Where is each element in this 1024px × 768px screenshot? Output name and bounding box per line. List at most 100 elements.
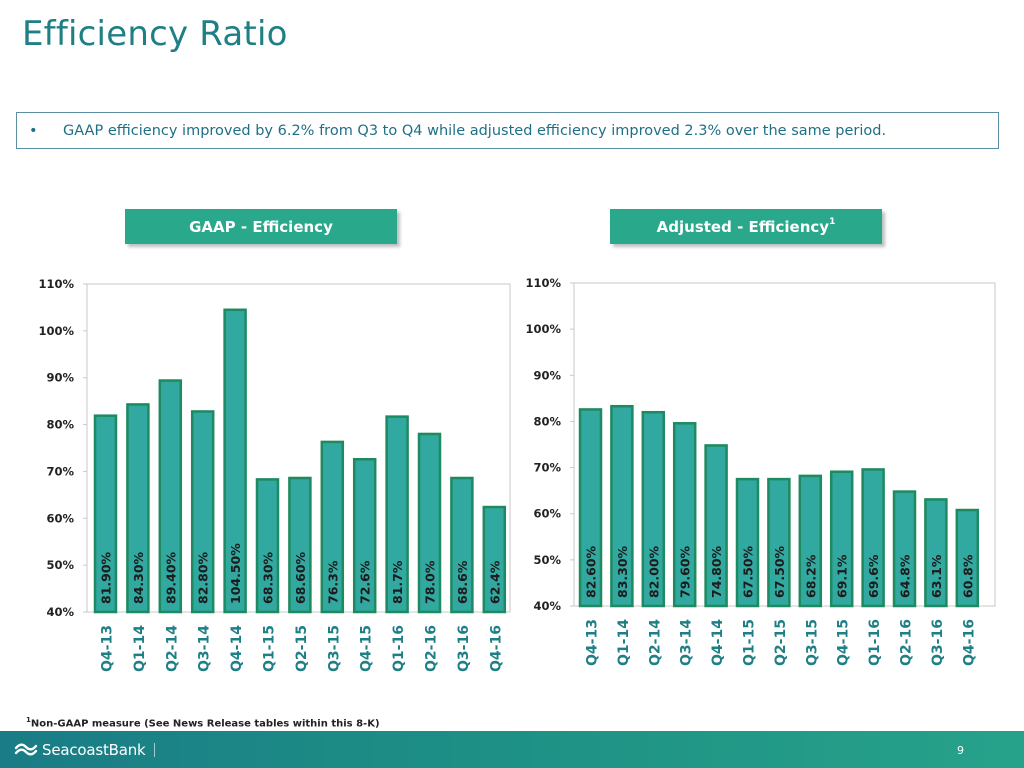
adjusted-bar — [924, 498, 948, 608]
adjusted-y-tick-label: 70% — [533, 461, 561, 475]
adjusted-data-label: 64.8% — [898, 554, 913, 598]
adjusted-category-label: Q2-16 — [899, 619, 915, 666]
gaap-chart-title: GAAP - Efficiency — [189, 217, 333, 236]
gaap-bar — [223, 308, 247, 614]
gaap-category-label: Q4-16 — [488, 625, 504, 672]
gaap-bar — [417, 432, 442, 614]
gaap-y-tick-label: 70% — [46, 464, 74, 478]
adjusted-bar — [955, 508, 980, 608]
adjusted-data-label: 83.30% — [615, 545, 630, 598]
gaap-bar — [255, 478, 280, 614]
summary-bullet: • GAAP efficiency improved by 6.2% from … — [16, 112, 999, 149]
gaap-bar — [352, 457, 377, 614]
adjusted-bar — [829, 470, 854, 608]
adjusted-category-label: Q3-16 — [930, 619, 946, 666]
adjusted-y-tick-label: 50% — [533, 553, 561, 567]
gaap-bar — [288, 476, 312, 614]
gaap-category-label: Q1-14 — [132, 625, 148, 672]
gaap-category-label: Q1-16 — [391, 625, 407, 672]
gaap-y-tick-label: 110% — [38, 277, 74, 291]
gaap-data-label: 82.80% — [196, 551, 211, 604]
adjusted-category-label: Q3-14 — [679, 619, 695, 666]
adjusted-data-label: 60.8% — [960, 554, 975, 598]
adjusted-data-label: 67.50% — [741, 545, 756, 598]
adjusted-y-tick-label: 40% — [533, 599, 561, 613]
adjusted-data-label: 68.2% — [803, 554, 818, 598]
efficiency-charts: 40% 50% 60% 70% 80% 90% 100% 110% 81.90% Q4-13 84.… — [38, 276, 996, 672]
seacoast-logo: SeacoastBank — [14, 740, 155, 760]
gaap-bar — [450, 476, 474, 614]
gaap-data-label: 72.6% — [358, 560, 373, 604]
adjusted-y-tick-label: 90% — [533, 368, 561, 382]
gaap-bar — [126, 403, 150, 614]
adjusted-category-label: Q1-14 — [616, 619, 632, 666]
gaap-y-tick-label: 50% — [46, 558, 74, 572]
adjusted-y-tick-label: 100% — [525, 322, 561, 336]
wave-logo-icon — [14, 743, 38, 756]
adjusted-bar — [578, 408, 603, 608]
summary-text: GAAP efficiency improved by 6.2% from Q3… — [63, 122, 887, 139]
gaap-y-tick-label: 60% — [46, 511, 74, 525]
adjusted-bar — [704, 444, 728, 608]
page-title: Efficiency Ratio — [22, 14, 288, 54]
adjusted-category-label: Q1-15 — [742, 619, 758, 666]
adjusted-category-label: Q3-15 — [804, 619, 820, 666]
gaap-category-label: Q3-16 — [456, 625, 472, 672]
gaap-bar — [190, 410, 215, 614]
gaap-y-tick-label: 100% — [38, 324, 74, 338]
gaap-category-label: Q4-15 — [359, 625, 375, 672]
gaap-data-label: 89.40% — [163, 551, 178, 604]
adjusted-chart-title: Adjusted - Efficiency — [656, 217, 830, 236]
gaap-data-label: 81.90% — [99, 551, 114, 604]
gaap-bar — [158, 379, 183, 614]
gaap-data-label: 81.7% — [390, 560, 405, 604]
adjusted-chart-title-sup: 1 — [829, 216, 836, 227]
gaap-y-tick-label: 90% — [46, 371, 74, 385]
logo-text: SeacoastBank — [42, 741, 146, 759]
gaap-data-label: 76.3% — [325, 560, 340, 604]
adjusted-data-label: 82.00% — [646, 545, 661, 598]
adjusted-data-label: 74.80% — [709, 545, 724, 598]
bullet-symbol: • — [29, 122, 38, 139]
gaap-data-label: 84.30% — [131, 551, 146, 604]
gaap-category-label: Q2-16 — [424, 625, 440, 672]
adjusted-category-label: Q2-14 — [647, 619, 663, 666]
gaap-efficiency-label: GAAP - Efficiency — [125, 209, 397, 244]
adjusted-data-label: 69.1% — [835, 554, 850, 598]
page-number: 9 — [957, 744, 964, 757]
adjusted-data-label: 69.6% — [866, 554, 881, 598]
gaap-category-label: Q4-14 — [229, 625, 245, 672]
adjusted-category-label: Q4-16 — [961, 619, 977, 666]
adjusted-bar — [735, 477, 760, 608]
footer-bar — [0, 731, 1024, 768]
gaap-data-label: 62.4% — [487, 560, 502, 604]
gaap-y-tick-label: 80% — [46, 418, 74, 432]
adjusted-category-label: Q4-14 — [710, 619, 726, 666]
adjusted-bar — [641, 410, 666, 608]
gaap-y-tick-label: 40% — [46, 605, 74, 619]
gaap-category-label: Q2-14 — [164, 625, 180, 672]
adjusted-bar — [892, 490, 917, 608]
adjusted-data-label: 63.1% — [929, 554, 944, 598]
adjusted-data-label: 67.50% — [772, 545, 787, 598]
adjusted-bar — [798, 474, 823, 608]
adjusted-data-label: 79.60% — [678, 545, 693, 598]
adjusted-category-label: Q1-16 — [867, 619, 883, 666]
adjusted-category-label: Q4-15 — [836, 619, 852, 666]
gaap-data-label: 104.50% — [228, 543, 243, 604]
footnote: 1Non-GAAP measure (See News Release tabl… — [26, 716, 380, 729]
gaap-bar — [385, 415, 409, 614]
adjusted-bar — [767, 477, 791, 608]
adjusted-data-label: 82.60% — [584, 545, 599, 598]
adjusted-y-tick-label: 80% — [533, 414, 561, 428]
gaap-data-label: 68.60% — [293, 551, 308, 604]
gaap-category-label: Q1-15 — [262, 625, 278, 672]
gaap-data-label: 68.30% — [261, 551, 276, 604]
logo-separator — [153, 743, 155, 757]
adjusted-bar — [610, 404, 634, 608]
gaap-category-label: Q3-14 — [197, 625, 213, 672]
footnote-text: Non-GAAP measure (See News Release table… — [30, 718, 380, 730]
gaap-data-label: 78.0% — [423, 560, 438, 604]
gaap-bar — [93, 414, 118, 614]
gaap-bar — [482, 505, 507, 614]
